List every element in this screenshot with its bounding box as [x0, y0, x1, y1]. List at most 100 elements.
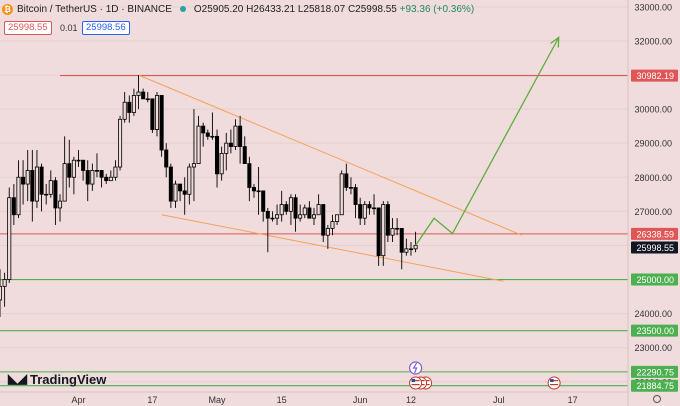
candle-body: [399, 227, 404, 253]
candle-body: [413, 245, 418, 250]
time-tick-label: May: [209, 395, 227, 405]
candle-body: [353, 187, 358, 205]
candle: [94, 153, 99, 178]
level-price-tag: [631, 365, 678, 378]
ohlc-change: +93.36 (+0.36%): [399, 3, 475, 15]
candle-body: [81, 159, 86, 171]
candle: [311, 207, 317, 225]
level-price-tag: [631, 273, 678, 286]
candle: [279, 190, 284, 222]
projection-arrow: [415, 36, 560, 246]
candle-body: [242, 146, 247, 165]
candle-body: [145, 98, 150, 101]
candle-body: [404, 248, 409, 253]
candle: [104, 173, 109, 185]
candle: [256, 167, 261, 215]
candle-body: [48, 180, 53, 195]
candle-body: [21, 176, 26, 185]
candle: [85, 160, 90, 202]
projection-path: [415, 37, 560, 246]
candle: [201, 122, 206, 147]
horizontal-levels: [0, 75, 628, 387]
candle-body: [302, 207, 307, 216]
candle: [131, 88, 136, 116]
candle-body: [0, 285, 3, 301]
symbol-title[interactable]: Bitcoin / TetherUS · 1D · BINANCE: [17, 3, 172, 15]
candle: [224, 132, 229, 171]
time-tick-label: Jul: [493, 395, 505, 405]
tradingview-logo[interactable]: ◣◢ TradingView: [8, 371, 106, 387]
sell-price-button[interactable]: 25998.55: [4, 21, 52, 35]
ohlc-open: O25905.20: [193, 3, 244, 15]
candle-body: [182, 190, 187, 195]
tradingview-logo-icon: ◣◢: [8, 371, 27, 386]
candle: [11, 184, 16, 225]
candle: [187, 163, 192, 205]
candle-body: [131, 95, 136, 113]
candle: [205, 129, 210, 140]
time-tick-label: 17: [147, 395, 157, 405]
candle-body: [321, 204, 326, 236]
candle-body: [275, 214, 280, 219]
candle-body: [385, 204, 390, 236]
candle: [21, 160, 26, 205]
candle: [67, 139, 72, 188]
candle-body: [178, 183, 183, 192]
candle: [284, 201, 289, 215]
candle: [136, 74, 141, 110]
candle: [251, 184, 256, 198]
candle: [182, 177, 187, 215]
candle-body: [330, 221, 335, 229]
candle: [178, 183, 183, 202]
price-axis[interactable]: 22000.0023000.0024000.0025000.0026000.00…: [627, 0, 678, 406]
candle-body: [293, 197, 298, 219]
candle: [164, 143, 169, 178]
level-price-label: 22290.75: [636, 367, 674, 377]
candle-body: [224, 142, 229, 154]
time-tick-label: 15: [277, 395, 287, 405]
candle: [335, 214, 340, 225]
candle: [376, 207, 381, 266]
candle: [348, 177, 353, 195]
buy-price-button[interactable]: 25998.56: [82, 21, 130, 35]
candle: [25, 149, 30, 202]
candle-body: [187, 166, 192, 195]
candle-body: [164, 149, 169, 168]
candle-body: [307, 207, 312, 219]
candle: [270, 211, 275, 222]
candle-body: [265, 210, 270, 219]
level-price-tag: [631, 324, 678, 337]
candle-body: [339, 173, 344, 216]
candle: [344, 163, 349, 191]
candle-body: [53, 180, 58, 209]
candle-body: [113, 166, 118, 178]
candle: [173, 180, 178, 208]
candle-body: [39, 166, 44, 195]
time-tick-label: Apr: [71, 395, 85, 405]
gear-icon[interactable]: [653, 395, 661, 403]
candle: [71, 156, 76, 195]
candle: [191, 109, 196, 202]
candle-body: [372, 207, 377, 210]
candle: [99, 170, 104, 188]
candle: [390, 218, 395, 243]
candle-body: [25, 170, 30, 185]
us-flag-stripe: [411, 380, 420, 382]
candle: [381, 201, 386, 266]
candle-body: [16, 176, 21, 216]
candle-body: [191, 163, 196, 168]
candle-body: [71, 159, 76, 178]
time-axis[interactable]: Apr 17 May 15 Jun 12 Jul 17: [0, 391, 661, 405]
candle-body: [298, 214, 303, 219]
candle-body: [118, 118, 123, 168]
candles: [0, 74, 418, 318]
flash-event-bolt: [412, 362, 418, 374]
candle: [62, 136, 67, 202]
candle: [2, 272, 7, 307]
candle-body: [228, 142, 233, 147]
candle-body: [11, 197, 16, 216]
candle-body: [85, 170, 90, 185]
candle: [265, 207, 270, 253]
price-tick-label: 33000.00: [634, 2, 672, 12]
